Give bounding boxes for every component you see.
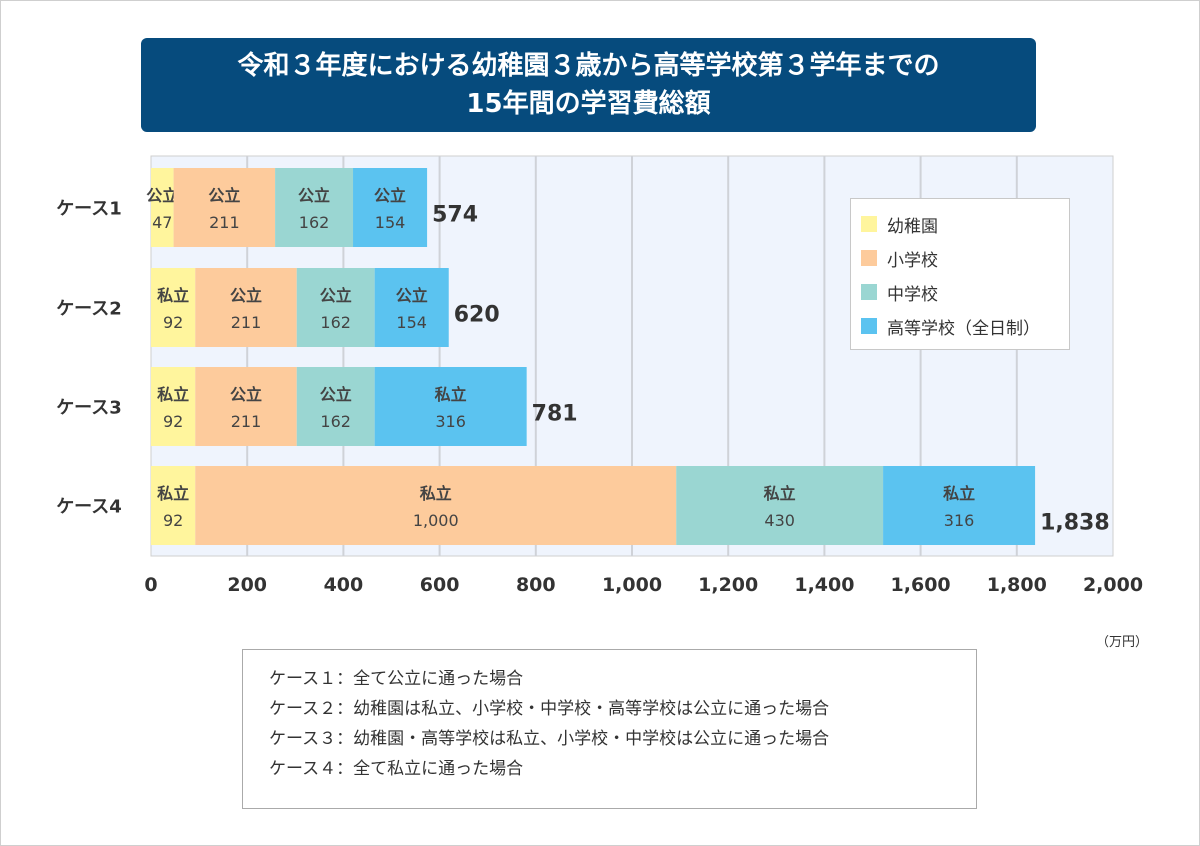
segment-value-label: 47 [152,213,172,232]
bar-segment [296,367,375,446]
x-tick-label: 400 [324,574,364,596]
segment-value-label: 211 [231,412,262,431]
legend: 幼稚園 小学校 中学校 高等学校（全日制） [850,198,1070,350]
segment-value-label: 162 [320,412,351,431]
bar-segment [374,367,527,446]
note-line: ケース４：全て私立に通った場合 [269,759,524,779]
segment-value-label: 162 [299,213,330,232]
bar-segment [151,268,196,347]
category-label: ケース1 [56,199,122,220]
x-tick-label: 1,400 [794,574,854,596]
x-tick-label: 1,600 [891,574,951,596]
x-tick-label: 2,000 [1083,574,1143,596]
legend-swatch [861,318,877,334]
segment-value-label: 430 [764,511,795,530]
bar-segment [676,466,884,545]
segment-value-label: 92 [163,511,183,530]
legend-item: 中学校 [861,275,1059,309]
legend-label: 中学校 [887,284,938,305]
title-line-1: 令和３年度における幼稚園３歳から高等学校第３学年までの [237,51,940,81]
bar-segment [195,466,677,545]
legend-label: 幼稚園 [887,216,938,237]
note-line: ケース２：幼稚園は私立、小学校・中学校・高等学校は公立に通った場合 [269,699,830,719]
segment-type-label: 公立 [320,385,352,404]
total-label: 781 [532,402,578,427]
chart-title: 令和３年度における幼稚園３歳から高等学校第３学年までの 15年間の学習費総額 [141,38,1036,132]
segment-value-label: 316 [435,412,466,431]
segment-value-label: 1,000 [413,511,459,530]
category-label: ケース3 [56,398,122,419]
legend-label: 高等学校（全日制） [887,318,1040,339]
segment-type-label: 私立 [157,286,189,305]
segment-type-label: 公立 [208,186,240,205]
total-label: 620 [454,303,500,328]
unit-label: （万円） [1096,635,1149,650]
note-line: ケース３：幼稚園・高等学校は私立、小学校・中学校は公立に通った場合 [269,729,830,749]
bar-segment [151,367,196,446]
segment-value-label: 154 [396,313,427,332]
segment-type-label: 私立 [157,484,189,503]
bar-segment [353,168,428,247]
x-tick-label: 0 [144,574,157,596]
segment-value-label: 162 [320,313,351,332]
legend-swatch [861,250,877,266]
title-line-2: 15年間の学習費総額 [466,89,711,119]
segment-value-label: 211 [231,313,262,332]
total-label: 1,838 [1040,511,1110,536]
segment-value-label: 92 [163,412,183,431]
segment-type-label: 私立 [943,484,975,503]
segment-value-label: 316 [944,511,975,530]
bar-segment [195,367,297,446]
category-label: ケース2 [56,299,122,320]
bar-segment [374,268,449,347]
x-tick-label: 1,000 [602,574,662,596]
category-label: ケース4 [56,497,122,518]
x-tick-label: 1,800 [987,574,1047,596]
segment-value-label: 154 [375,213,406,232]
x-tick-label: 1,200 [698,574,758,596]
segment-type-label: 私立 [420,484,452,503]
notes-box: ケース１：全て公立に通った場合 ケース２：幼稚園は私立、小学校・中学校・高等学校… [242,649,977,809]
segment-type-label: 公立 [298,186,330,205]
x-tick-label: 600 [420,574,460,596]
bar-segment [883,466,1036,545]
segment-type-label: 公立 [374,186,406,205]
segment-type-label: 公立 [230,286,262,305]
segment-type-label: 公立 [146,186,178,205]
segment-type-label: 公立 [396,286,428,305]
segment-value-label: 211 [209,213,240,232]
x-tick-label: 800 [516,574,556,596]
bar-segment [173,168,276,247]
legend-item: 小学校 [861,241,1059,275]
segment-type-label: 私立 [764,484,796,503]
bar-segment [275,168,354,247]
segment-type-label: 私立 [435,385,467,404]
note-line: ケース１：全て公立に通った場合 [269,669,524,689]
legend-item: 幼稚園 [861,207,1059,241]
bar-segment [296,268,375,347]
bar-segment [151,466,196,545]
segment-type-label: 公立 [230,385,262,404]
legend-item: 高等学校（全日制） [861,309,1059,343]
legend-swatch [861,216,877,232]
segment-type-label: 私立 [157,385,189,404]
legend-swatch [861,284,877,300]
legend-label: 小学校 [887,250,938,271]
bar-segment [195,268,297,347]
x-tick-label: 200 [227,574,267,596]
total-label: 574 [432,203,478,228]
bar-segment [151,168,174,247]
segment-type-label: 公立 [320,286,352,305]
segment-value-label: 92 [163,313,183,332]
